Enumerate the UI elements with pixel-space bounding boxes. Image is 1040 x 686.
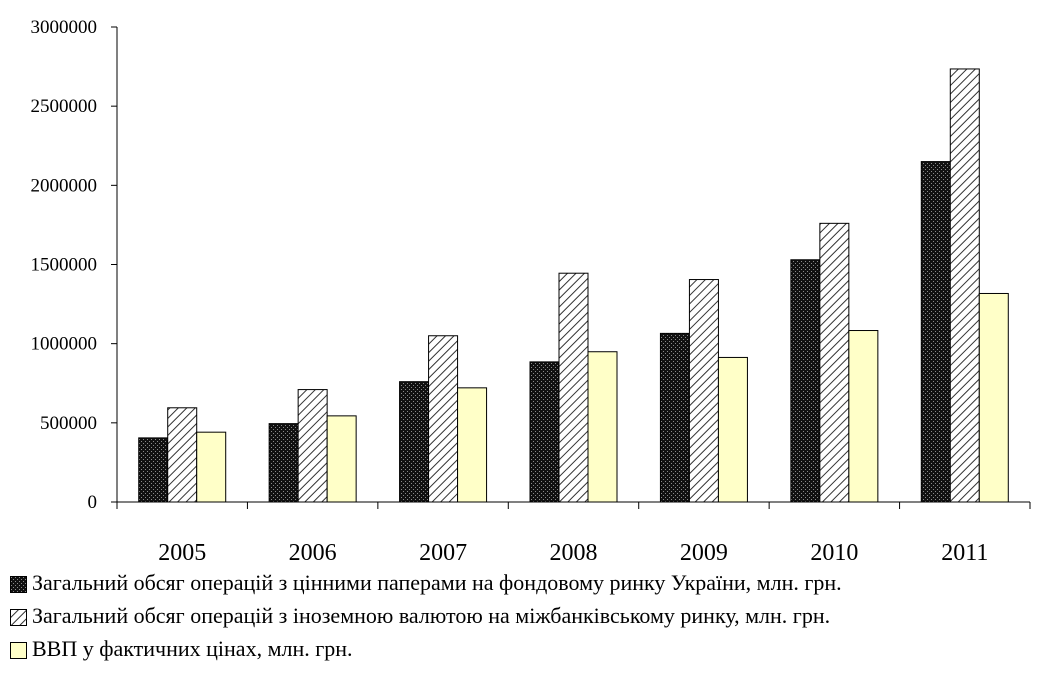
chart-area: 0 500000 1000000 1500000 2000000 2500000 30000… <box>31 17 1031 566</box>
x-tick-label: 2010 <box>810 540 858 566</box>
x-tick-label: 2011 <box>941 540 988 566</box>
legend-item-securities: Загальний обсяг операцій з цінними папер… <box>10 566 1040 599</box>
x-tick-label: 2008 <box>550 540 598 566</box>
bar-gdp-2009 <box>717 356 748 503</box>
bar-forex-2005 <box>167 407 198 503</box>
x-tick-label: 2009 <box>680 540 728 566</box>
bar-forex-2007 <box>428 335 459 503</box>
legend-label-forex: Загальний обсяг операцій з іноземною вал… <box>32 603 831 628</box>
legend-swatch-securities <box>10 576 27 593</box>
bar-forex-2008 <box>558 272 589 503</box>
legend: Загальний обсяг операцій з цінними папер… <box>10 566 1040 665</box>
bar-gdp-2010 <box>848 330 879 503</box>
legend-item-gdp: ВВП у фактичних цінах, млн. грн. <box>10 632 1040 665</box>
legend-swatch-forex <box>10 609 27 626</box>
y-tick-label: 500000 <box>40 413 97 434</box>
bar-securities-2006 <box>268 423 299 503</box>
bar-forex-2011 <box>949 68 980 503</box>
bar-gdp-2005 <box>196 431 227 503</box>
y-tick-label: 3000000 <box>31 17 98 38</box>
legend-item-forex: Загальний обсяг операцій з іноземною вал… <box>10 599 1040 632</box>
y-tick-label: 2500000 <box>31 96 98 117</box>
bar-securities-2007 <box>399 381 430 503</box>
x-tick-label: 2006 <box>289 540 337 566</box>
y-tick-label: 0 <box>88 492 98 513</box>
bars <box>138 68 1009 503</box>
bar-securities-2005 <box>138 437 169 503</box>
bar-securities-2010 <box>790 259 821 503</box>
bar-forex-2010 <box>819 222 850 503</box>
bar-securities-2008 <box>529 361 560 503</box>
bar-securities-2009 <box>659 332 690 503</box>
legend-label-gdp: ВВП у фактичних цінах, млн. грн. <box>32 636 353 661</box>
bar-securities-2011 <box>920 161 951 503</box>
legend-swatch-gdp <box>10 642 27 659</box>
bar-forex-2006 <box>297 389 328 503</box>
bar-gdp-2006 <box>326 415 357 503</box>
legend-label-securities: Загальний обсяг операцій з цінними папер… <box>32 570 842 595</box>
y-tick-label: 1500000 <box>31 255 98 276</box>
bar-gdp-2007 <box>457 387 488 503</box>
bar-gdp-2008 <box>587 351 618 503</box>
y-tick-label: 2000000 <box>31 175 98 196</box>
y-tick-label: 1000000 <box>31 334 98 355</box>
x-tick-label: 2005 <box>158 540 206 566</box>
bar-gdp-2011 <box>978 292 1009 503</box>
axis-labels: 0 500000 1000000 1500000 2000000 2500000 30000… <box>31 17 989 566</box>
bar-forex-2009 <box>688 279 719 503</box>
x-tick-label: 2007 <box>419 540 467 566</box>
